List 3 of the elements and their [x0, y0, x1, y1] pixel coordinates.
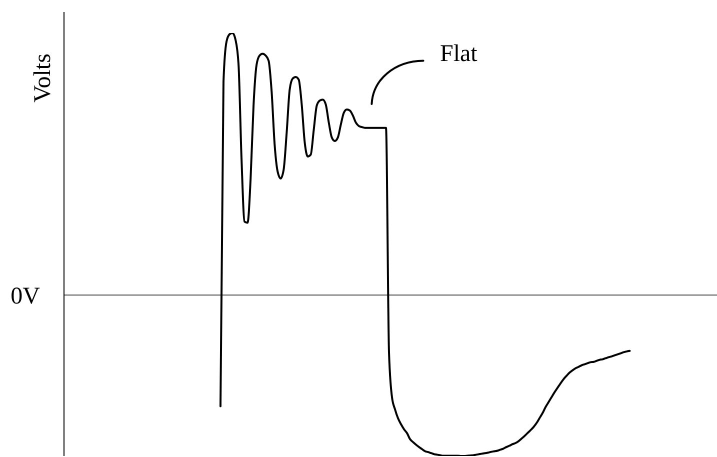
annotation: Flat: [440, 41, 478, 67]
y-axis-title: Volts: [30, 54, 56, 102]
ref-line-label: 0V: [10, 284, 41, 310]
